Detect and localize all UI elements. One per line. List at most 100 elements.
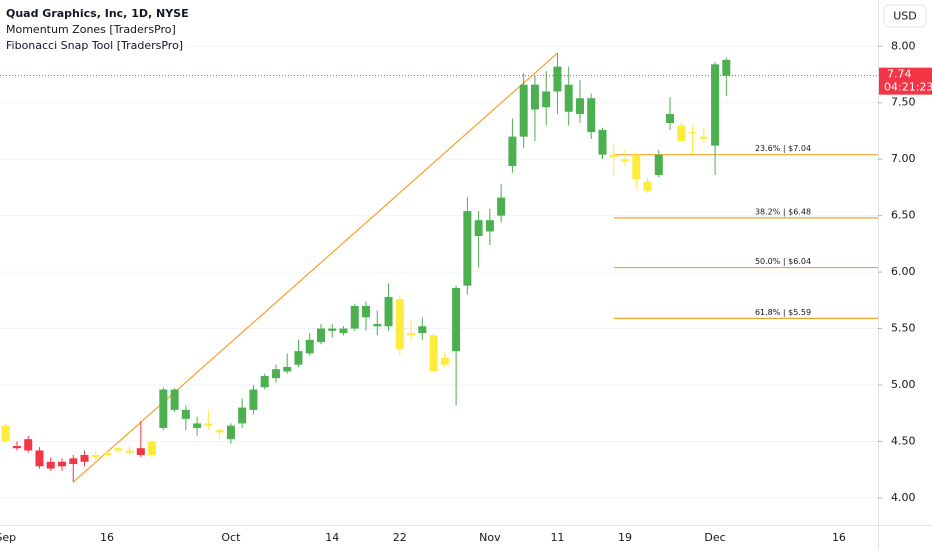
candle-body xyxy=(170,389,179,410)
candle-body xyxy=(384,296,393,327)
candle-body xyxy=(632,154,641,180)
grid xyxy=(0,45,878,499)
candle-body xyxy=(294,351,303,365)
candle-body xyxy=(24,439,33,451)
candle-body xyxy=(485,220,494,232)
candle-body xyxy=(407,333,416,336)
candle-body xyxy=(440,357,449,365)
candle-body xyxy=(654,154,663,175)
candle-body xyxy=(587,98,596,133)
candle-body xyxy=(80,455,89,462)
candle-body xyxy=(283,366,292,372)
candle-body xyxy=(328,328,337,331)
candle-body xyxy=(271,369,280,379)
x-tick-label: Oct xyxy=(221,531,241,544)
candle-body xyxy=(519,84,528,137)
y-tick-label: 6.50 xyxy=(891,209,916,222)
candle-body xyxy=(204,423,213,426)
candle-body xyxy=(69,458,78,465)
candle-body xyxy=(688,132,697,134)
x-tick-label: 19 xyxy=(618,531,632,544)
candle-body xyxy=(193,423,202,428)
currency-button[interactable] xyxy=(883,4,927,28)
candle-body xyxy=(542,91,551,108)
indicator-name: Fibonacci Snap Tool [TradersPro] xyxy=(6,39,183,52)
candle-body xyxy=(103,452,112,455)
candle-body xyxy=(530,84,539,110)
x-tick-label: Nov xyxy=(479,531,501,544)
x-tick-label: 16 xyxy=(832,531,846,544)
plot: 23.6% | $7.04 38.2% | $6.48 50.0% | $6.04 6… xyxy=(0,52,878,483)
candle-body xyxy=(497,197,506,216)
x-tick-label: 11 xyxy=(550,531,564,544)
candle-body xyxy=(215,430,224,433)
candle-body xyxy=(677,125,686,142)
candle-body xyxy=(564,84,573,112)
candle-body xyxy=(181,409,190,419)
y-tick-label: 5.00 xyxy=(891,378,916,391)
y-tick-label: 8.00 xyxy=(891,39,916,52)
candle-body xyxy=(643,181,652,191)
axes: 4.00 4.50 5.00 5.50 6.00 6.50 7.00 7.50 8.00 Sep 1… xyxy=(0,39,932,544)
x-tick-label: Dec xyxy=(704,531,725,544)
candle-body xyxy=(362,305,371,318)
last-price-tag xyxy=(879,67,932,95)
x-tick-label: 22 xyxy=(393,531,407,544)
candle-body xyxy=(350,305,359,329)
candle-body xyxy=(711,64,720,146)
fib-label: 50.0% | $6.04 xyxy=(755,257,811,266)
candle-body xyxy=(339,328,348,334)
candle-body xyxy=(316,328,325,343)
candle-body xyxy=(226,425,235,440)
candle-body xyxy=(125,450,134,453)
candle-body xyxy=(373,324,382,327)
candle-body xyxy=(463,211,472,286)
y-tick-label: 7.50 xyxy=(891,96,916,109)
candle-body xyxy=(114,448,123,451)
candle-body xyxy=(429,335,438,372)
candle-body xyxy=(395,299,404,349)
candle-body xyxy=(58,461,66,467)
y-tick-label: 4.00 xyxy=(891,491,916,504)
candle-body xyxy=(148,441,157,455)
candle-body xyxy=(609,154,618,157)
chart-title: Quad Graphics, Inc, 1D, NYSE xyxy=(6,7,189,20)
candle-body xyxy=(508,136,517,166)
x-tick-label: 16 xyxy=(100,531,114,544)
candle-body xyxy=(575,98,584,115)
x-tick-label: Sep xyxy=(0,531,16,544)
trend-line xyxy=(72,52,558,483)
y-tick-label: 6.00 xyxy=(891,265,916,278)
y-tick-label: 7.00 xyxy=(891,152,916,165)
candle-body xyxy=(136,448,145,455)
candle-body xyxy=(12,445,21,449)
indicator-name: Momentum Zones [TradersPro] xyxy=(6,23,176,36)
candle-body xyxy=(35,450,44,467)
currency-label[interactable]: USD xyxy=(893,10,917,23)
candle-body xyxy=(699,136,708,139)
candle-body xyxy=(249,389,258,410)
y-tick-label: 5.50 xyxy=(891,322,916,335)
candle-body xyxy=(1,425,10,442)
candle-body xyxy=(46,461,55,469)
candle-body xyxy=(666,114,675,124)
candle-body xyxy=(452,287,461,352)
candle-body xyxy=(598,129,607,155)
candle-body xyxy=(474,220,483,236)
candle-body xyxy=(418,326,427,334)
fib-label: 23.6% | $7.04 xyxy=(755,144,811,153)
candle-body xyxy=(238,407,247,424)
candle-body xyxy=(159,389,168,428)
candle-body xyxy=(260,375,269,388)
fib-label: 38.2% | $6.48 xyxy=(755,207,811,216)
candle-body xyxy=(621,159,629,162)
last-price-label: 7.74 xyxy=(887,68,912,81)
candle-body xyxy=(722,59,731,76)
candle-body xyxy=(91,455,100,458)
x-tick-label: 14 xyxy=(325,531,339,544)
countdown-label: 04:21:23 xyxy=(884,81,932,94)
candle-body xyxy=(553,66,562,92)
fib-label: 61.8% | $5.59 xyxy=(755,308,811,317)
candle-body xyxy=(305,339,314,354)
